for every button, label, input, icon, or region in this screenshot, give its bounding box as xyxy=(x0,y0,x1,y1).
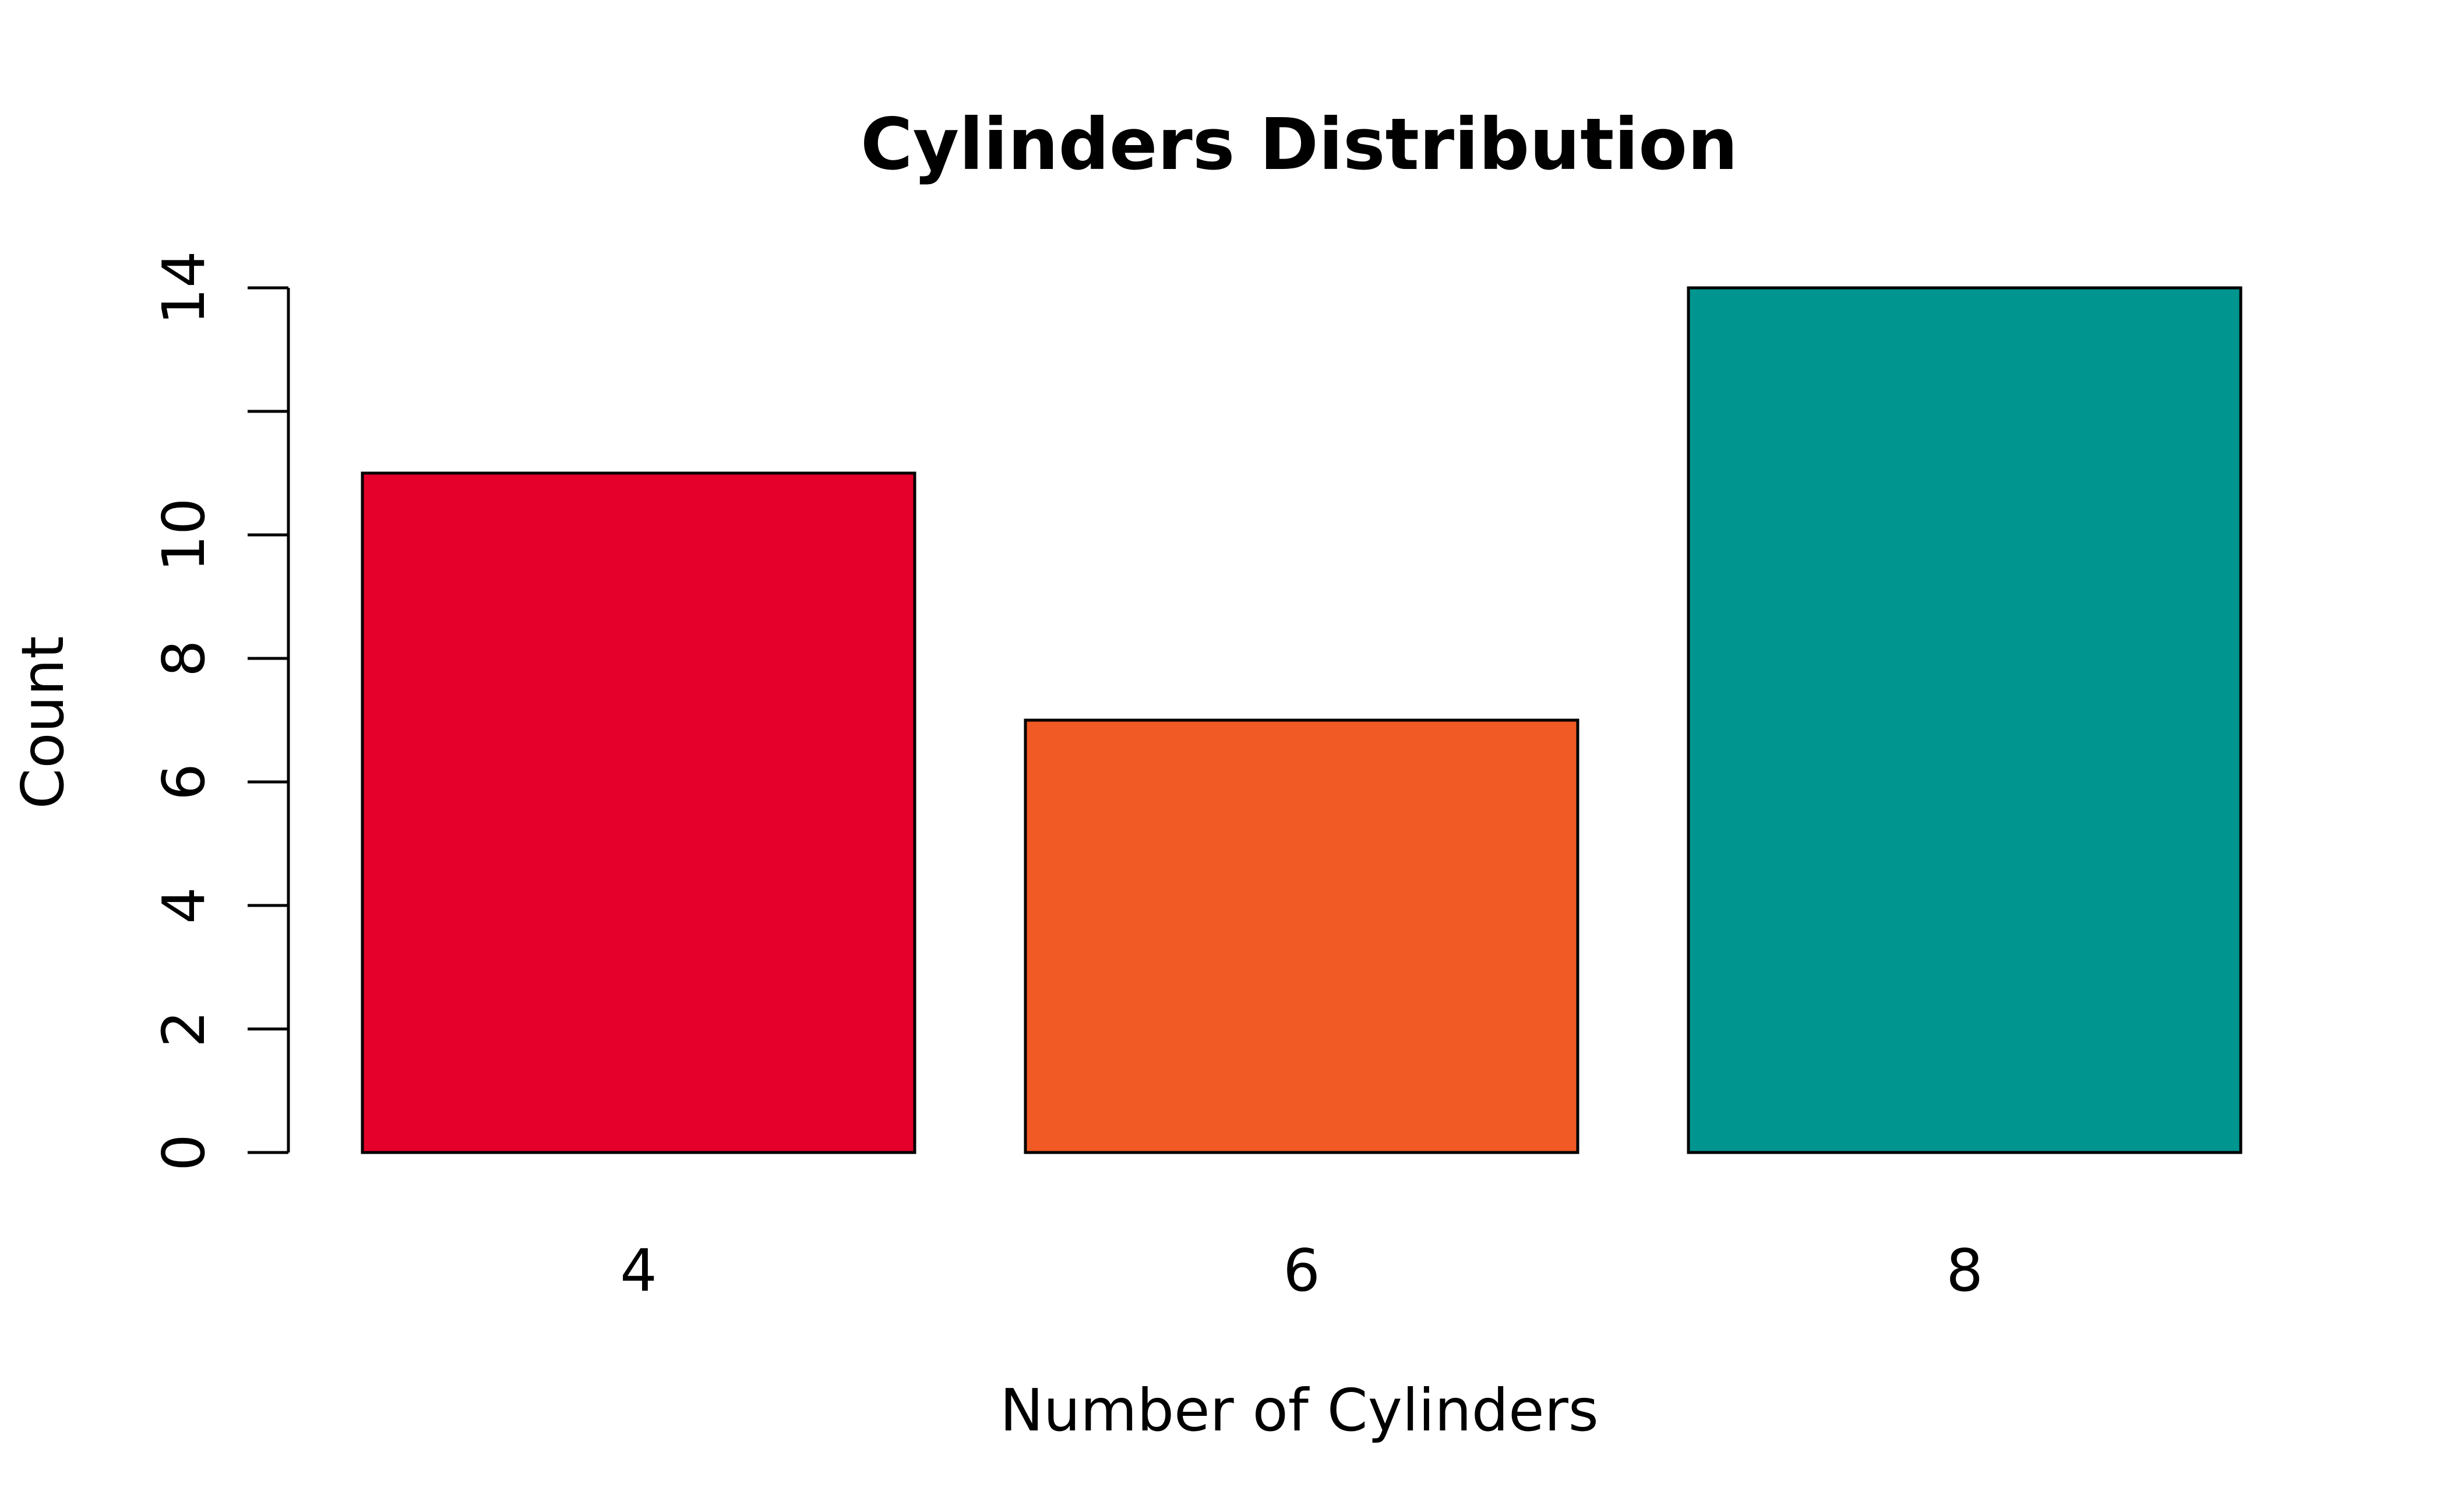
y-tick-label: 8 xyxy=(150,640,218,677)
bar-6 xyxy=(1024,718,1579,1154)
bars-group xyxy=(361,286,2243,1154)
y-axis: 0 2 4 6 8 10 14 xyxy=(150,251,290,1171)
x-tick-label: 6 xyxy=(1283,1236,1320,1305)
y-tick-label: 4 xyxy=(150,887,218,924)
x-tick-label: 4 xyxy=(620,1236,657,1305)
bar-8 xyxy=(1687,286,2243,1154)
x-axis-label: Number of Cylinders xyxy=(1000,1376,1599,1444)
y-tick-label: 0 xyxy=(150,1134,218,1171)
bar-4 xyxy=(361,471,916,1154)
y-tick-label: 6 xyxy=(150,763,218,801)
y-axis-label: Count xyxy=(9,636,77,809)
x-axis-ticks: 4 6 8 xyxy=(620,1236,1983,1305)
y-tick-label: 10 xyxy=(150,498,218,572)
chart-title: Cylinders Distribution xyxy=(861,103,1738,186)
y-tick-label: 14 xyxy=(150,251,218,325)
x-tick-label: 8 xyxy=(1946,1236,1983,1305)
y-tick-label: 2 xyxy=(150,1010,218,1048)
